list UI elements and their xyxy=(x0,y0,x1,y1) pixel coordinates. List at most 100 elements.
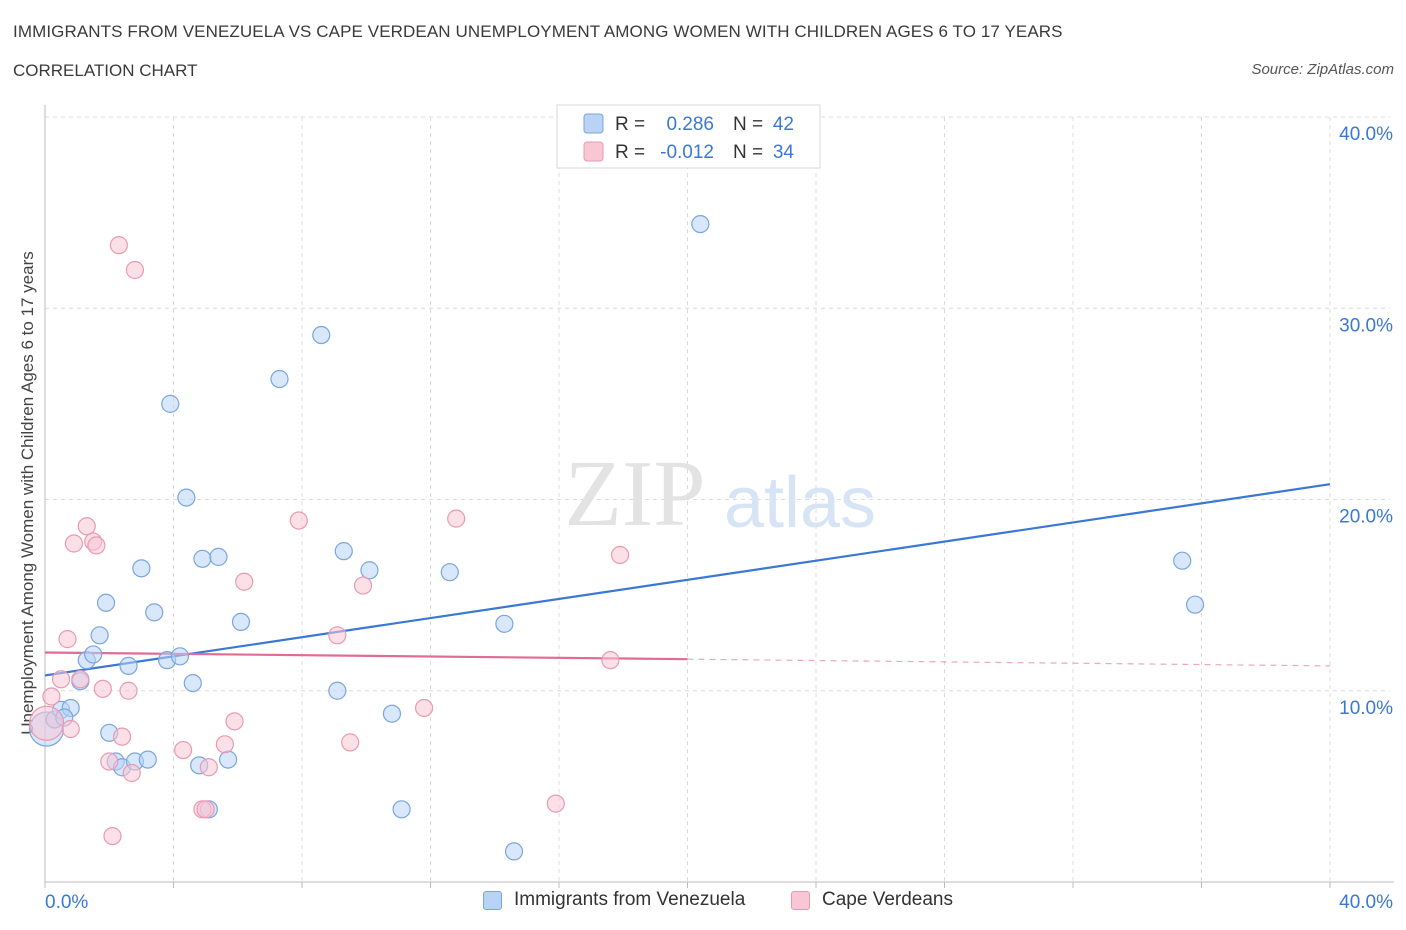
point-pink-30 xyxy=(447,509,466,528)
point-pink-17 xyxy=(125,260,145,280)
point-blue-39 xyxy=(1173,551,1192,570)
point-pink-4 xyxy=(61,719,80,739)
trend-line-pink-solid xyxy=(44,651,688,661)
point-blue-8 xyxy=(96,593,116,612)
point-blue-6 xyxy=(84,645,103,664)
legend-item-cape-verdeans: Cape Verdeans xyxy=(791,889,953,911)
trend-line-blue xyxy=(44,483,1331,677)
legend-r-label-1: R = xyxy=(615,114,645,135)
point-pink-27 xyxy=(341,733,360,752)
point-pink-26 xyxy=(328,626,347,645)
legend-r-value-1: 0.286 xyxy=(666,114,714,135)
legend-r-label-2: R = xyxy=(615,142,645,163)
chart-title: IMMIGRANTS FROM VENEZUELA VS CAPE VERDEA… xyxy=(13,22,1063,41)
point-blue-19 xyxy=(170,647,190,666)
point-blue-25 xyxy=(209,547,228,566)
x-tick-label-max: 40.0% xyxy=(1339,892,1393,913)
point-blue-29 xyxy=(312,325,331,345)
legend-n-value-2: 34 xyxy=(773,142,795,163)
legend-n-label-1: N = xyxy=(733,114,763,135)
point-pink-6 xyxy=(71,670,90,689)
axes xyxy=(44,105,1394,888)
x-tick-label-min: 0.0% xyxy=(45,892,88,913)
point-blue-31 xyxy=(334,542,353,561)
legend-swatch-pink xyxy=(583,141,604,162)
legend-label-cape-verdeans: Cape Verdeans xyxy=(822,889,953,910)
y-axis-title-group: Unemployment Among Women with Children A… xyxy=(18,251,37,735)
point-pink-24 xyxy=(235,572,254,591)
point-blue-30 xyxy=(328,681,347,700)
point-pink-31 xyxy=(546,794,565,813)
point-pink-23 xyxy=(225,712,244,731)
point-pink-9 xyxy=(87,536,106,555)
point-blue-26 xyxy=(219,750,238,769)
point-blue-12 xyxy=(119,656,138,675)
point-blue-35 xyxy=(440,563,459,582)
point-blue-33 xyxy=(382,704,402,723)
point-blue-27 xyxy=(231,612,251,632)
point-pink-5 xyxy=(64,534,84,553)
legend-label-venezuela: Immigrants from Venezuela xyxy=(514,889,746,910)
point-pink-14 xyxy=(112,727,132,746)
point-pink-1 xyxy=(42,687,61,706)
point-blue-38 xyxy=(691,215,710,234)
y-tick-label-2: 30.0% xyxy=(1339,315,1393,336)
point-blue-36 xyxy=(495,614,514,633)
data-points xyxy=(29,215,1205,861)
point-pink-21 xyxy=(199,758,218,777)
point-pink-11 xyxy=(100,752,119,771)
legend-n-value-1: 42 xyxy=(773,114,794,135)
point-blue-28 xyxy=(270,369,289,389)
point-blue-40 xyxy=(1185,595,1205,614)
y-tick-label-0: 10.0% xyxy=(1339,698,1393,719)
legend-swatch-cape-verdeans xyxy=(791,890,810,910)
y-tick-label-3: 40.0% xyxy=(1339,124,1393,145)
source-credit: Source: ZipAtlas.com xyxy=(1251,61,1394,78)
point-pink-7 xyxy=(77,517,96,536)
point-pink-28 xyxy=(353,576,373,595)
y-tick-label-1: 20.0% xyxy=(1339,507,1393,528)
point-pink-13 xyxy=(109,236,128,255)
series-legend: Immigrants from Venezuela Cape Verdeans xyxy=(0,889,1406,917)
point-pink-33 xyxy=(610,545,630,565)
point-blue-16 xyxy=(145,603,164,622)
point-pink-15 xyxy=(119,681,138,700)
point-pink-32 xyxy=(601,651,620,670)
point-blue-32 xyxy=(360,561,379,580)
watermark-atlas: atlas xyxy=(724,463,876,543)
point-blue-23 xyxy=(193,549,212,568)
point-blue-37 xyxy=(504,842,524,861)
point-blue-14 xyxy=(132,559,151,578)
zipatlas-watermark: ZIP atlas xyxy=(565,442,877,546)
point-pink-2 xyxy=(51,670,71,689)
point-blue-15 xyxy=(138,750,157,769)
point-pink-3 xyxy=(58,630,77,649)
y-axis-label: Unemployment Among Women with Children A… xyxy=(18,251,37,735)
point-pink-0 xyxy=(29,705,65,741)
point-blue-34 xyxy=(392,800,411,819)
point-blue-21 xyxy=(183,673,202,693)
correlation-legend: R = 0.286 N = 42 R = -0.012 N = 34 xyxy=(556,104,821,169)
legend-swatch-venezuela xyxy=(483,890,502,910)
point-pink-29 xyxy=(414,698,434,718)
point-blue-18 xyxy=(161,394,180,413)
point-blue-20 xyxy=(177,488,196,507)
point-pink-25 xyxy=(289,511,308,530)
point-pink-18 xyxy=(174,740,193,760)
chart-subtitle: CORRELATION CHART xyxy=(13,61,198,80)
legend-item-venezuela: Immigrants from Venezuela xyxy=(483,889,745,911)
grid-lines xyxy=(45,116,1390,882)
legend-n-label-2: N = xyxy=(733,142,763,163)
legend-swatch-blue xyxy=(583,113,604,134)
tick-labels: 10.0% 20.0% 30.0% 40.0% 0.0% 40.0% xyxy=(45,124,1393,913)
point-pink-22 xyxy=(215,735,234,754)
point-pink-12 xyxy=(103,826,122,846)
trend-line-pink-dashed xyxy=(687,658,1331,667)
point-pink-16 xyxy=(122,763,141,783)
point-blue-7 xyxy=(90,626,109,645)
watermark-zip: ZIP xyxy=(565,442,706,546)
trend-lines xyxy=(44,483,1331,677)
point-pink-10 xyxy=(93,679,112,698)
legend-r-value-2: -0.012 xyxy=(660,142,714,163)
